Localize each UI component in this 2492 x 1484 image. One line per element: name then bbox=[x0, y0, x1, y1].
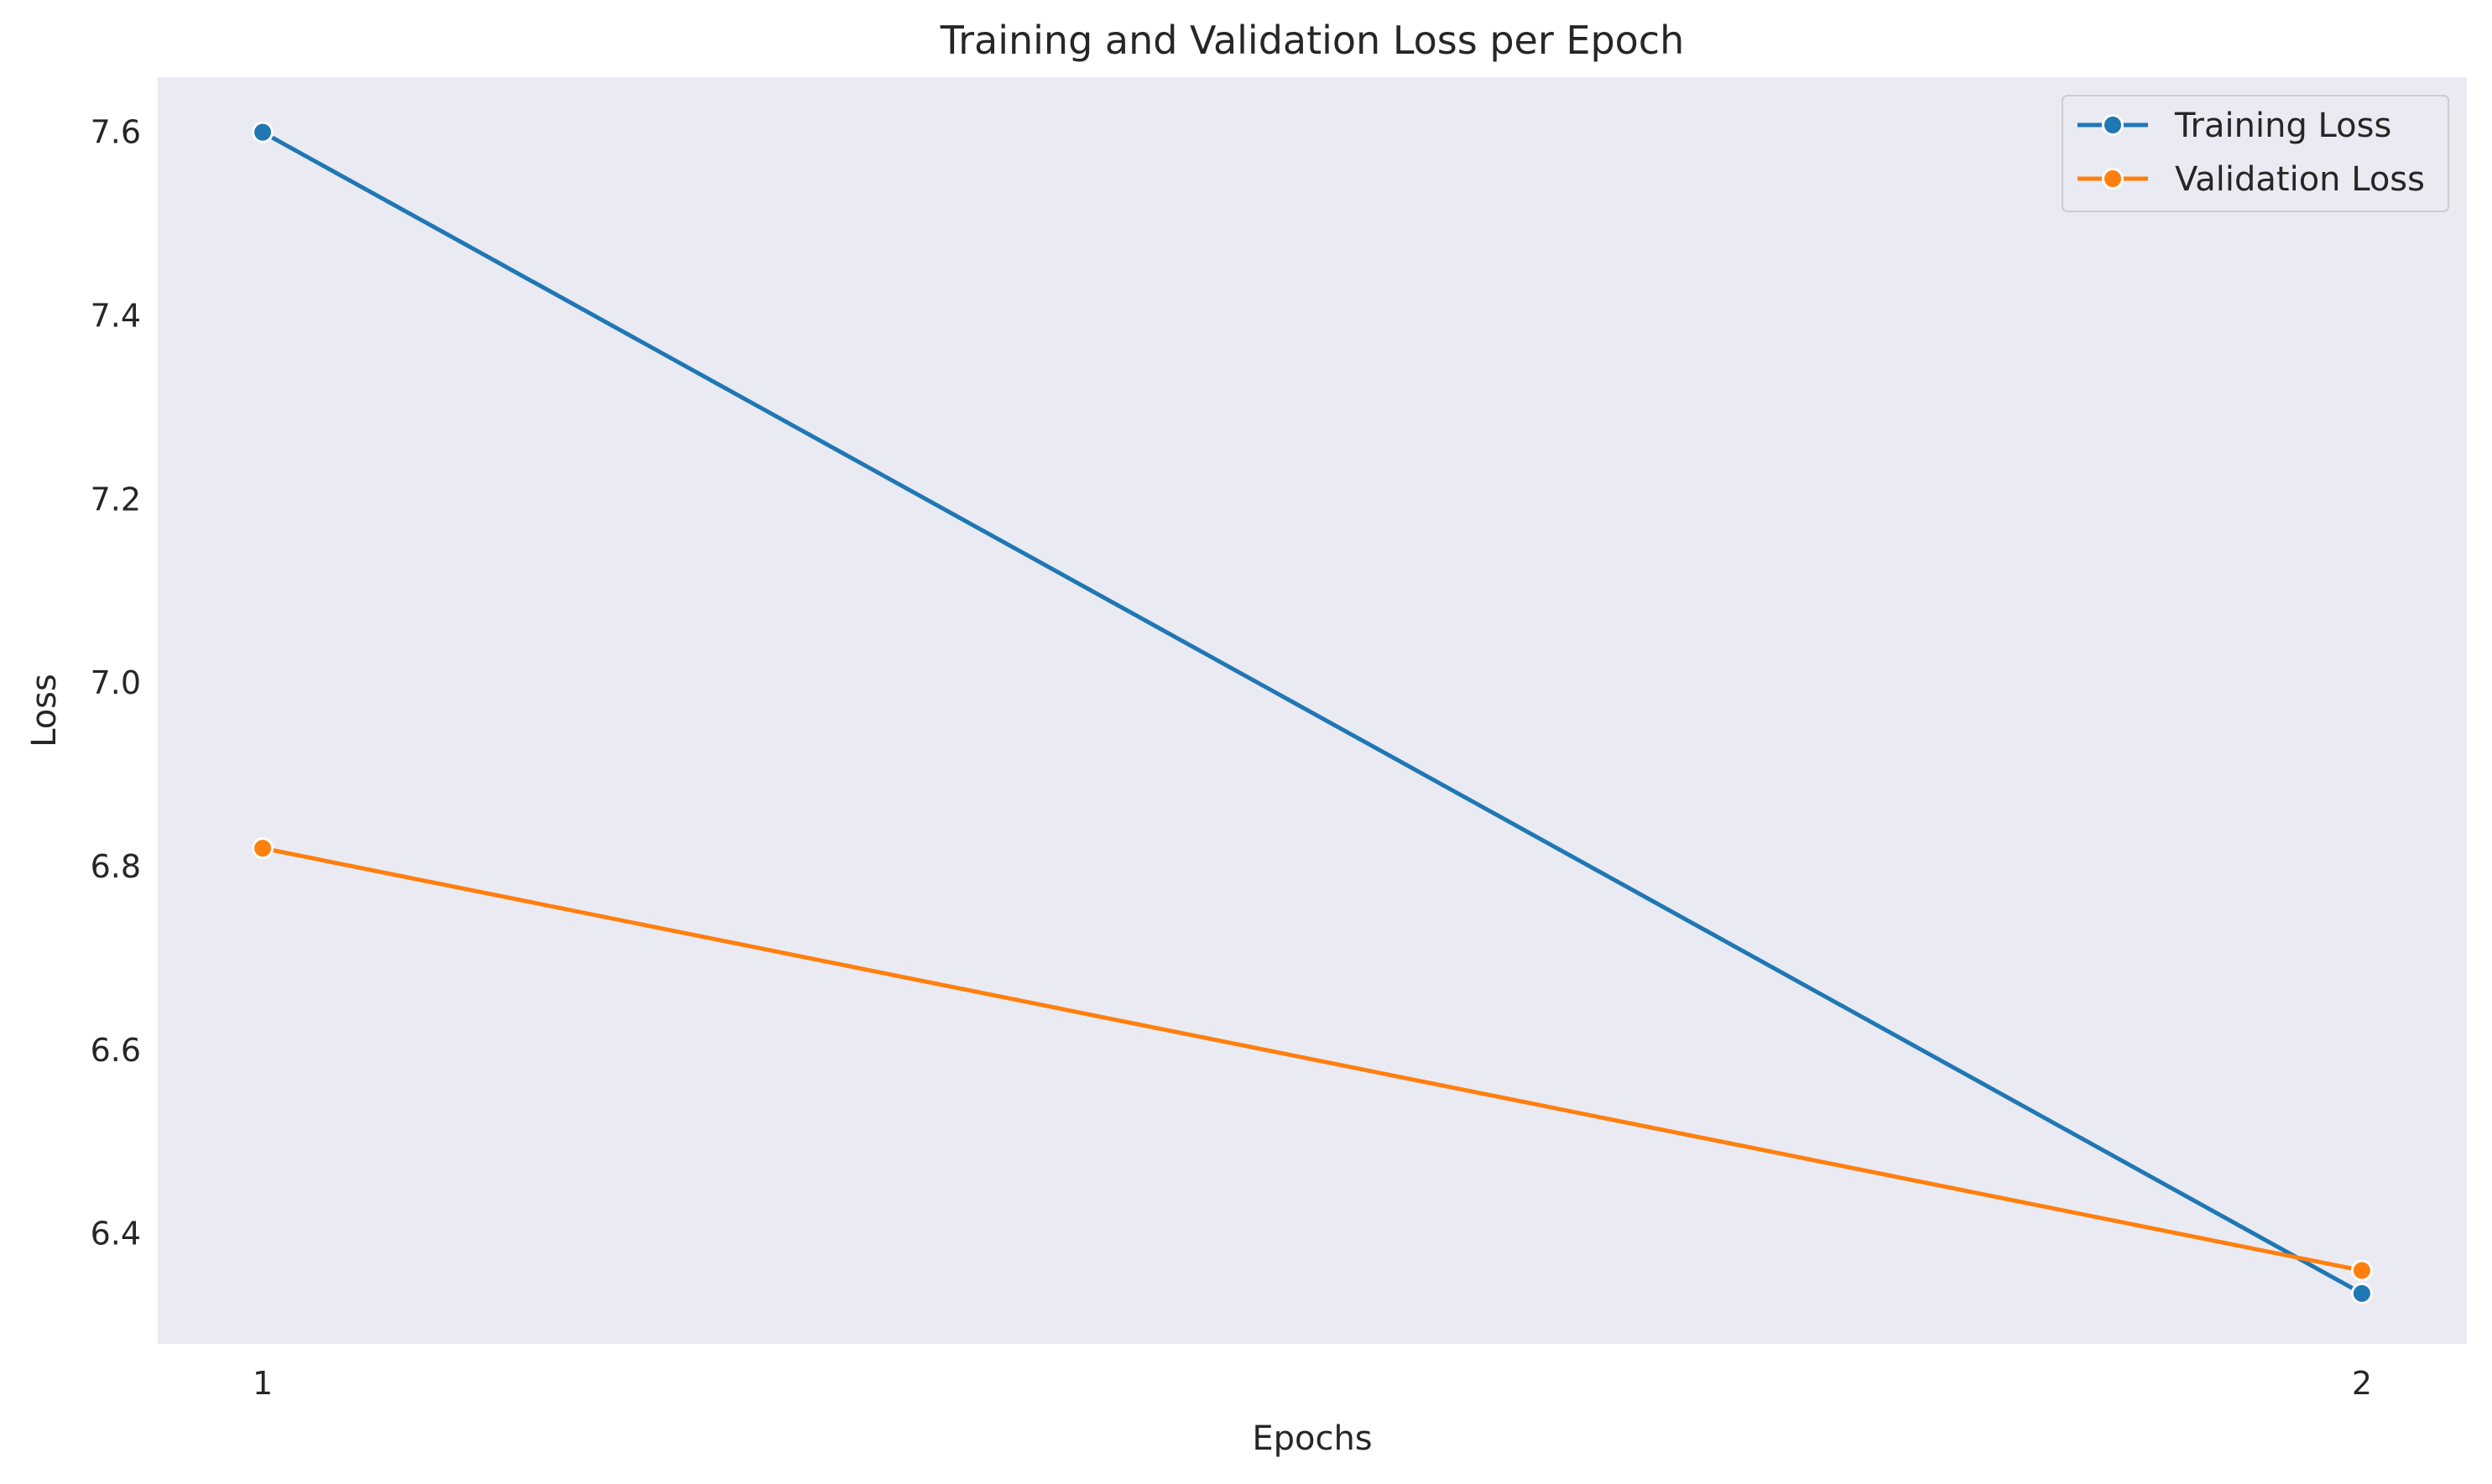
y-tick-label: 7.0 bbox=[91, 664, 141, 701]
legend-marker-validation-loss bbox=[2102, 168, 2124, 190]
series-validation-loss bbox=[252, 837, 2373, 1282]
series-line-validation-loss bbox=[260, 846, 2364, 1273]
y-tick-label: 7.2 bbox=[91, 481, 141, 518]
y-tick-label: 6.6 bbox=[91, 1032, 141, 1069]
data-point-training-loss bbox=[2350, 1282, 2373, 1304]
series-layer bbox=[252, 121, 2373, 1304]
x-tick-label: 2 bbox=[2352, 1365, 2372, 1402]
y-tick-label: 6.8 bbox=[91, 848, 141, 885]
data-point-validation-loss bbox=[252, 837, 274, 860]
legend-item-training-loss: Training Loss bbox=[2078, 107, 2391, 145]
y-tick-label: 6.4 bbox=[91, 1216, 141, 1252]
y-axis-ticks: 6.4 6.6 6.8 7.0 7.2 7.4 7.6 bbox=[91, 114, 141, 1252]
y-tick-label: 7.6 bbox=[91, 114, 141, 151]
legend: Training Loss Validation Loss bbox=[2062, 95, 2449, 212]
data-point-training-loss bbox=[252, 121, 274, 143]
legend-label-validation-loss: Validation Loss bbox=[2175, 160, 2425, 199]
x-axis-label: Epochs bbox=[1252, 1419, 1372, 1458]
chart-title: Training and Validation Loss per Epoch bbox=[940, 18, 1684, 63]
y-tick-label: 7.4 bbox=[91, 297, 141, 334]
legend-label-training-loss: Training Loss bbox=[2174, 107, 2391, 145]
legend-marker-training-loss bbox=[2102, 114, 2124, 136]
legend-item-validation-loss: Validation Loss bbox=[2078, 160, 2425, 199]
x-tick-label: 1 bbox=[253, 1365, 273, 1402]
legend-box bbox=[2062, 95, 2449, 212]
y-axis-label: Loss bbox=[25, 674, 64, 747]
data-point-validation-loss bbox=[2350, 1259, 2373, 1282]
series-training-loss bbox=[252, 121, 2373, 1304]
series-line-training-loss bbox=[260, 130, 2364, 1296]
legend-items: Training Loss Validation Loss bbox=[2078, 107, 2425, 199]
